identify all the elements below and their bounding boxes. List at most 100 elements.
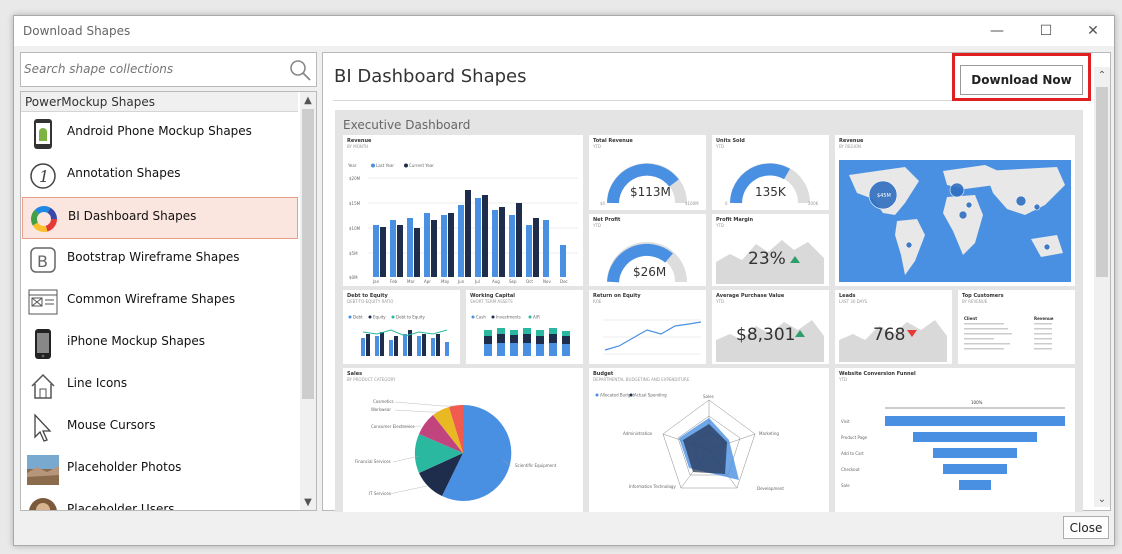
preview-scrollbar[interactable]: ⌃ ⌄ bbox=[1094, 67, 1110, 507]
download-shapes-dialog: Download Shapes — ☐ ✕ PowerMockup Shapes… bbox=[13, 15, 1115, 546]
list-item-placeholder-photos[interactable]: Placeholder Photos bbox=[22, 449, 298, 491]
pie-slice bbox=[442, 404, 512, 501]
user-photo-icon bbox=[27, 496, 59, 510]
close-icon: ✕ bbox=[1087, 23, 1099, 39]
x-tick-label: Dec bbox=[560, 279, 568, 284]
column-header: Revenue bbox=[1034, 316, 1054, 321]
card-subtitle: YTD bbox=[593, 144, 601, 149]
gauge-value: 135K bbox=[755, 185, 787, 199]
chevron-up-icon[interactable]: ▲ bbox=[304, 94, 312, 106]
legend-label: Equity bbox=[373, 315, 386, 320]
top-customers-card: Top Customers BY REVENUE Client Revenue bbox=[958, 290, 1075, 364]
revenue-gauge: $113M $0 $160M bbox=[600, 163, 699, 206]
card-subtitle: YTD bbox=[716, 144, 724, 149]
scroll-thumb[interactable] bbox=[302, 109, 314, 399]
card-title: Revenue bbox=[347, 138, 372, 144]
list-item-annotation[interactable]: 1 Annotation Shapes bbox=[22, 155, 298, 197]
kpi-value: 768 bbox=[873, 325, 905, 345]
x-tick-label: Aug bbox=[492, 279, 500, 284]
conversion-funnel-card: Website Conversion Funnel YTD 100% Visit… bbox=[835, 368, 1075, 512]
list-item-common-wireframe[interactable]: Common Wireframe Shapes bbox=[22, 281, 298, 323]
total-revenue-card: Total Revenue YTD $113M $0 $160M bbox=[589, 135, 706, 210]
pie-slice bbox=[419, 453, 463, 496]
chevron-down-icon[interactable]: ⌄ bbox=[1097, 493, 1107, 505]
working-capital-card: Working Capital SHORT TERM ASSETS Cash In… bbox=[466, 290, 583, 364]
search-input[interactable] bbox=[24, 56, 279, 82]
card-title: Budget bbox=[593, 371, 614, 377]
photo-icon bbox=[27, 454, 59, 486]
revenue-region-card: Revenue BY REGION $45M bbox=[835, 135, 1075, 286]
margin-sparkline: 23% bbox=[716, 240, 824, 284]
donut-chart-icon bbox=[28, 203, 60, 235]
kpi-value: $8,301 bbox=[736, 325, 795, 345]
close-button[interactable]: Close bbox=[1063, 516, 1109, 539]
chevron-up-icon[interactable]: ⌃ bbox=[1097, 69, 1107, 81]
scroll-thumb[interactable] bbox=[1096, 87, 1108, 277]
gauge-max: 200K bbox=[808, 201, 819, 206]
card-title: Sales bbox=[347, 371, 363, 377]
collections-list: PowerMockup Shapes Android Phone Mockup … bbox=[20, 91, 317, 511]
list-item-iphone[interactable]: iPhone Mockup Shapes bbox=[22, 323, 298, 365]
card-subtitle: YTD bbox=[839, 377, 847, 382]
axis-label: Administration bbox=[623, 431, 653, 436]
y-tick-label: $0M bbox=[349, 275, 358, 280]
revenue-bar-chart: Year Last Year Current Year $20M $15M $1… bbox=[347, 163, 578, 284]
collection-detail: BI Dashboard Shapes Download Now Executi… bbox=[322, 52, 1111, 512]
column-header: Client bbox=[964, 316, 977, 321]
list-item-line-icons[interactable]: Line Icons bbox=[22, 365, 298, 407]
x-tick-label: Feb bbox=[390, 279, 398, 284]
list-item-mouse-cursors[interactable]: Mouse Cursors bbox=[22, 407, 298, 449]
card-subtitle: LAST 30 DAYS bbox=[839, 299, 868, 304]
debt-equity-chart: Debt Equity Debt to Equity bbox=[348, 315, 449, 356]
profit-margin-card: Profit Margin YTD 23% bbox=[712, 214, 829, 286]
download-now-button[interactable]: Download Now bbox=[960, 65, 1083, 95]
maximize-icon: ☐ bbox=[1039, 23, 1053, 39]
x-tick-label: Nov bbox=[543, 279, 551, 284]
legend-label: Debt to Equity bbox=[396, 315, 425, 320]
x-tick-label: May bbox=[441, 279, 450, 284]
funnel-chart: 100% Visit Product Page Add to Cart Chec… bbox=[841, 400, 1065, 490]
list-item-placeholder-users[interactable]: Placeholder Users bbox=[22, 491, 298, 510]
down-arrow-icon bbox=[907, 330, 917, 337]
gauge-min: 0 bbox=[725, 201, 728, 206]
gauge-value: $113M bbox=[630, 185, 671, 199]
close-window-button[interactable]: ✕ bbox=[1076, 16, 1110, 46]
cursor-icon bbox=[27, 412, 59, 444]
legend-label: Cash bbox=[476, 315, 486, 320]
x-tick-label: Sep bbox=[509, 279, 517, 284]
list-item-android-phone[interactable]: Android Phone Mockup Shapes bbox=[22, 113, 298, 155]
card-title: Working Capital bbox=[470, 293, 515, 299]
preview-title: Executive Dashboard bbox=[343, 118, 471, 132]
pie-slice bbox=[449, 404, 463, 453]
card-subtitle: BY REGION bbox=[839, 144, 861, 149]
x-tick-label: Jun bbox=[457, 279, 465, 284]
list-item-bi-dashboard[interactable]: BI Dashboard Shapes bbox=[22, 197, 298, 239]
card-title: Units Sold bbox=[716, 138, 745, 144]
house-line-icon bbox=[27, 370, 59, 402]
maximize-button[interactable]: ☐ bbox=[1029, 16, 1063, 46]
pie-label: Cosmetics bbox=[373, 399, 394, 404]
pie-slice bbox=[433, 407, 463, 453]
roe-card: Return on Equity ROE bbox=[589, 290, 706, 364]
card-subtitle: DEBT-TO-EQUITY RATIO bbox=[347, 299, 394, 304]
list-item-label: Bootstrap Wireframe Shapes bbox=[67, 250, 240, 264]
android-phone-icon bbox=[27, 118, 59, 150]
card-title: Top Customers bbox=[962, 293, 1004, 299]
card-title: Debt to Equity bbox=[347, 293, 388, 299]
list-item-bootstrap[interactable]: B Bootstrap Wireframe Shapes bbox=[22, 239, 298, 281]
list-scrollbar[interactable]: ▲ ▼ bbox=[300, 92, 316, 510]
collections-panel: PowerMockup Shapes Android Phone Mockup … bbox=[20, 52, 317, 511]
sales-pie-chart: Cosmetics Workwear Consumer Electronics … bbox=[355, 399, 557, 501]
annotation-icon: 1 bbox=[27, 160, 59, 192]
search-box[interactable] bbox=[20, 52, 317, 87]
funnel-stage-label: Add to Cart bbox=[841, 451, 864, 456]
search-icon[interactable] bbox=[288, 58, 312, 82]
list-item-label: Common Wireframe Shapes bbox=[67, 292, 236, 306]
card-title: Profit Margin bbox=[716, 217, 754, 223]
collection-title: BI Dashboard Shapes bbox=[334, 66, 527, 87]
net-profit-card: Net Profit YTD $26M bbox=[589, 214, 706, 286]
minimize-button[interactable]: — bbox=[980, 16, 1014, 46]
legend-label: Actual Spending bbox=[634, 393, 667, 398]
chevron-down-icon[interactable]: ▼ bbox=[304, 496, 312, 508]
card-title: Website Conversion Funnel bbox=[839, 371, 916, 377]
